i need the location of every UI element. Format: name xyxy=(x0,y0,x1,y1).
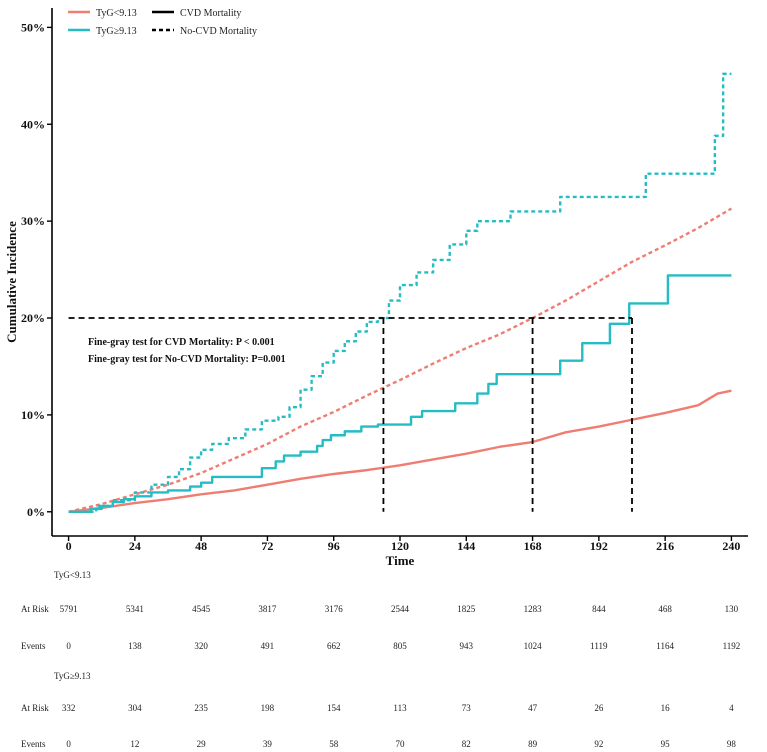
risk-at-risk-value: 4545 xyxy=(192,604,211,614)
risk-group-label: TyG≥9.13 xyxy=(54,671,91,681)
risk-at-risk-value: 332 xyxy=(62,703,76,713)
risk-events-value: 1024 xyxy=(524,641,543,651)
risk-events-value: 1164 xyxy=(656,641,674,651)
risk-row-label: Events xyxy=(21,641,46,651)
x-tick-label: 0 xyxy=(66,539,72,553)
legend-label: CVD Mortality xyxy=(180,8,241,19)
risk-events-value: 662 xyxy=(327,641,341,651)
risk-table: TyG<9.13 At Risk Events 5791 0 5341 138 4545 320… xyxy=(21,570,740,749)
x-tick-label: 240 xyxy=(722,539,740,553)
risk-at-risk-value: 154 xyxy=(327,703,341,713)
risk-at-risk-value: 304 xyxy=(128,703,142,713)
risk-at-risk-value: 1825 xyxy=(457,604,476,614)
risk-at-risk-value: 113 xyxy=(393,703,407,713)
risk-at-risk-value: 3817 xyxy=(258,604,277,614)
y-tick-label: 0% xyxy=(27,505,45,519)
series-line xyxy=(68,72,732,513)
axes: 0% 10% 20% 30% 40% 50% 0 24 48 72 96 120 144 168 192 21… xyxy=(4,8,748,568)
risk-events-value: 138 xyxy=(128,641,142,651)
risk-at-risk-value: 3176 xyxy=(325,604,344,614)
risk-at-risk-value: 468 xyxy=(658,604,672,614)
y-tick-label: 20% xyxy=(21,311,45,325)
risk-events-value: 0 xyxy=(66,739,71,749)
risk-events-value: 943 xyxy=(460,641,474,651)
risk-events-value: 92 xyxy=(594,739,603,749)
y-tick-label: 40% xyxy=(21,117,45,131)
y-axis-title: Cumulative Incidence xyxy=(4,221,19,343)
risk-at-risk-value: 47 xyxy=(528,703,538,713)
risk-at-risk-value: 73 xyxy=(462,703,472,713)
x-axis-title: Time xyxy=(386,553,415,568)
risk-events-value: 12 xyxy=(130,739,139,749)
risk-events-value: 39 xyxy=(263,739,273,749)
risk-events-value: 95 xyxy=(661,739,671,749)
series-line xyxy=(68,207,733,513)
series-line xyxy=(68,389,732,513)
series-layer xyxy=(68,72,733,513)
risk-row-label: Events xyxy=(21,739,46,749)
risk-events-value: 320 xyxy=(194,641,208,651)
legend-label: TyG≥9.13 xyxy=(96,26,137,37)
risk-events-value: 82 xyxy=(462,739,471,749)
y-tick-label: 30% xyxy=(21,214,45,228)
x-tick-label: 72 xyxy=(261,539,273,553)
risk-at-risk-value: 5341 xyxy=(126,604,144,614)
risk-group-label: TyG<9.13 xyxy=(54,570,91,580)
x-tick-label: 48 xyxy=(195,539,207,553)
risk-events-value: 29 xyxy=(197,739,207,749)
risk-at-risk-value: 26 xyxy=(594,703,604,713)
risk-at-risk-value: 2544 xyxy=(391,604,410,614)
x-tick-label: 96 xyxy=(328,539,340,553)
risk-events-value: 1192 xyxy=(723,641,741,651)
y-tick-label: 10% xyxy=(21,408,45,422)
risk-events-value: 89 xyxy=(528,739,538,749)
risk-at-risk-value: 844 xyxy=(592,604,606,614)
risk-at-risk-value: 235 xyxy=(194,703,208,713)
series-line xyxy=(68,274,732,513)
risk-events-value: 0 xyxy=(66,641,71,651)
risk-events-value: 1119 xyxy=(590,641,608,651)
annotation-text: Fine-gray test for No-CVD Mortality: P=0… xyxy=(88,354,286,365)
x-tick-label: 120 xyxy=(391,539,409,553)
risk-at-risk-value: 5791 xyxy=(60,604,78,614)
legend: TyG<9.13 TyG≥9.13 CVD Mortality No-CVD Mort… xyxy=(68,8,257,37)
reference-lines xyxy=(68,317,633,512)
risk-at-risk-value: 130 xyxy=(725,604,739,614)
x-tick-label: 216 xyxy=(656,539,674,553)
annotations: Fine-gray test for CVD Mortality: P < 0.… xyxy=(88,337,286,365)
risk-events-value: 805 xyxy=(393,641,407,651)
y-tick-label: 50% xyxy=(21,20,45,34)
x-tick-label: 24 xyxy=(129,539,141,553)
risk-at-risk-value: 16 xyxy=(661,703,671,713)
risk-at-risk-value: 198 xyxy=(261,703,275,713)
risk-events-value: 98 xyxy=(727,739,737,749)
risk-events-value: 70 xyxy=(396,739,406,749)
x-tick-label: 192 xyxy=(590,539,608,553)
risk-at-risk-value: 1283 xyxy=(524,604,543,614)
x-tick-label: 168 xyxy=(524,539,542,553)
legend-label: No-CVD Mortality xyxy=(180,26,257,37)
risk-row-label: At Risk xyxy=(21,703,49,713)
x-tick-label: 144 xyxy=(457,539,475,553)
risk-row-label: At Risk xyxy=(21,604,49,614)
annotation-text: Fine-gray test for CVD Mortality: P < 0.… xyxy=(88,337,275,348)
legend-label: TyG<9.13 xyxy=(96,8,137,19)
risk-events-value: 58 xyxy=(329,739,339,749)
risk-events-value: 491 xyxy=(261,641,275,651)
risk-at-risk-value: 4 xyxy=(729,703,734,713)
